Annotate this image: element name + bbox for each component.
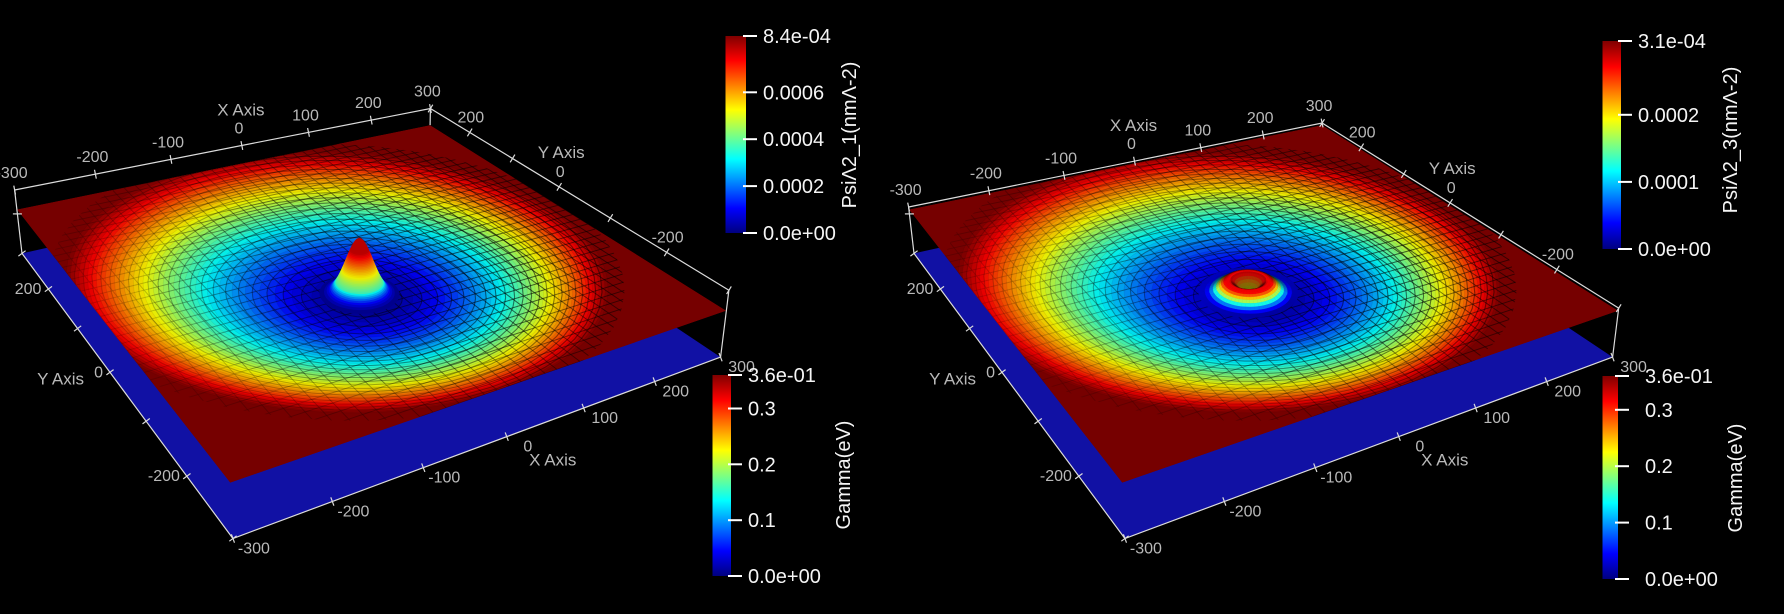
svg-text:Y Axis: Y Axis — [929, 369, 976, 388]
svg-text:0: 0 — [556, 164, 565, 181]
svg-text:0.3: 0.3 — [1645, 400, 1673, 422]
svg-text:300: 300 — [414, 84, 441, 101]
svg-text:0: 0 — [986, 364, 995, 381]
svg-text:0: 0 — [1447, 180, 1456, 197]
svg-text:X Axis: X Axis — [1110, 116, 1157, 135]
svg-text:200: 200 — [662, 384, 689, 401]
svg-text:Y Axis: Y Axis — [538, 143, 585, 162]
svg-text:-200: -200 — [76, 149, 108, 166]
svg-text:-200: -200 — [337, 504, 369, 521]
svg-text:Gamma(eV): Gamma(eV) — [833, 421, 855, 530]
svg-text:0: 0 — [94, 364, 103, 381]
svg-text:-100: -100 — [428, 470, 460, 487]
svg-text:0: 0 — [234, 121, 243, 138]
svg-text:X Axis: X Axis — [529, 451, 576, 470]
svg-text:0.0002: 0.0002 — [763, 176, 824, 198]
svg-text:200: 200 — [1554, 384, 1581, 401]
svg-text:X Axis: X Axis — [217, 101, 264, 120]
svg-text:0.0006: 0.0006 — [763, 82, 824, 104]
svg-text:-200: -200 — [652, 229, 684, 246]
svg-text:100: 100 — [1483, 410, 1510, 427]
svg-text:0.1: 0.1 — [748, 510, 776, 532]
svg-text:8.4e-04: 8.4e-04 — [763, 26, 831, 48]
svg-text:200: 200 — [355, 95, 382, 112]
svg-text:0: 0 — [523, 439, 532, 456]
svg-text:200: 200 — [1349, 124, 1376, 141]
svg-text:0.3: 0.3 — [748, 399, 776, 421]
svg-text:300: 300 — [728, 359, 755, 376]
svg-text:0.0001: 0.0001 — [1638, 172, 1699, 194]
svg-text:0.0002: 0.0002 — [1638, 105, 1699, 127]
svg-text:300: 300 — [1620, 359, 1647, 376]
svg-text:-200: -200 — [148, 468, 180, 485]
svg-text:Y Axis: Y Axis — [37, 369, 84, 388]
svg-text:200: 200 — [1247, 110, 1274, 127]
svg-text:-200: -200 — [1229, 504, 1261, 521]
svg-text:3.6e-01: 3.6e-01 — [1645, 366, 1713, 388]
svg-text:-100: -100 — [1320, 470, 1352, 487]
svg-text:Gamma(eV): Gamma(eV) — [1725, 424, 1747, 533]
svg-text:0.2: 0.2 — [1645, 456, 1673, 478]
svg-text:PsiΛ2_3(nmΛ-2): PsiΛ2_3(nmΛ-2) — [1720, 67, 1742, 214]
svg-text:0.0004: 0.0004 — [763, 129, 824, 151]
svg-text:100: 100 — [1184, 123, 1211, 140]
svg-text:3.1e-04: 3.1e-04 — [1638, 31, 1706, 53]
svg-text:-100: -100 — [152, 134, 184, 151]
svg-text:-200: -200 — [1542, 247, 1574, 264]
svg-text:-300: -300 — [238, 541, 270, 558]
svg-text:X Axis: X Axis — [1421, 451, 1468, 470]
svg-text:-100: -100 — [1045, 150, 1077, 167]
svg-text:0: 0 — [1415, 439, 1424, 456]
svg-text:Y Axis: Y Axis — [1429, 159, 1476, 178]
svg-text:100: 100 — [292, 107, 319, 124]
svg-text:0.0e+00: 0.0e+00 — [1638, 239, 1711, 261]
svg-text:-200: -200 — [1040, 468, 1072, 485]
svg-text:-300: -300 — [1130, 541, 1162, 558]
svg-text:0.0e+00: 0.0e+00 — [1645, 569, 1718, 591]
svg-text:200: 200 — [15, 281, 42, 298]
svg-text:3.6e-01: 3.6e-01 — [748, 365, 816, 387]
svg-text:300: 300 — [1306, 98, 1333, 115]
svg-text:-300: -300 — [890, 182, 922, 199]
svg-text:0.1: 0.1 — [1645, 513, 1673, 535]
svg-text:0.0e+00: 0.0e+00 — [763, 223, 836, 245]
svg-text:PsiΛ2_1(nmΛ-2): PsiΛ2_1(nmΛ-2) — [839, 62, 861, 209]
svg-text:0: 0 — [1127, 136, 1136, 153]
svg-text:200: 200 — [457, 109, 484, 126]
svg-text:-200: -200 — [970, 166, 1002, 183]
svg-text:100: 100 — [591, 410, 618, 427]
svg-text:-300: -300 — [0, 165, 28, 182]
svg-text:200: 200 — [907, 281, 934, 298]
svg-text:0.0e+00: 0.0e+00 — [748, 566, 821, 588]
svg-text:0.2: 0.2 — [748, 454, 776, 476]
